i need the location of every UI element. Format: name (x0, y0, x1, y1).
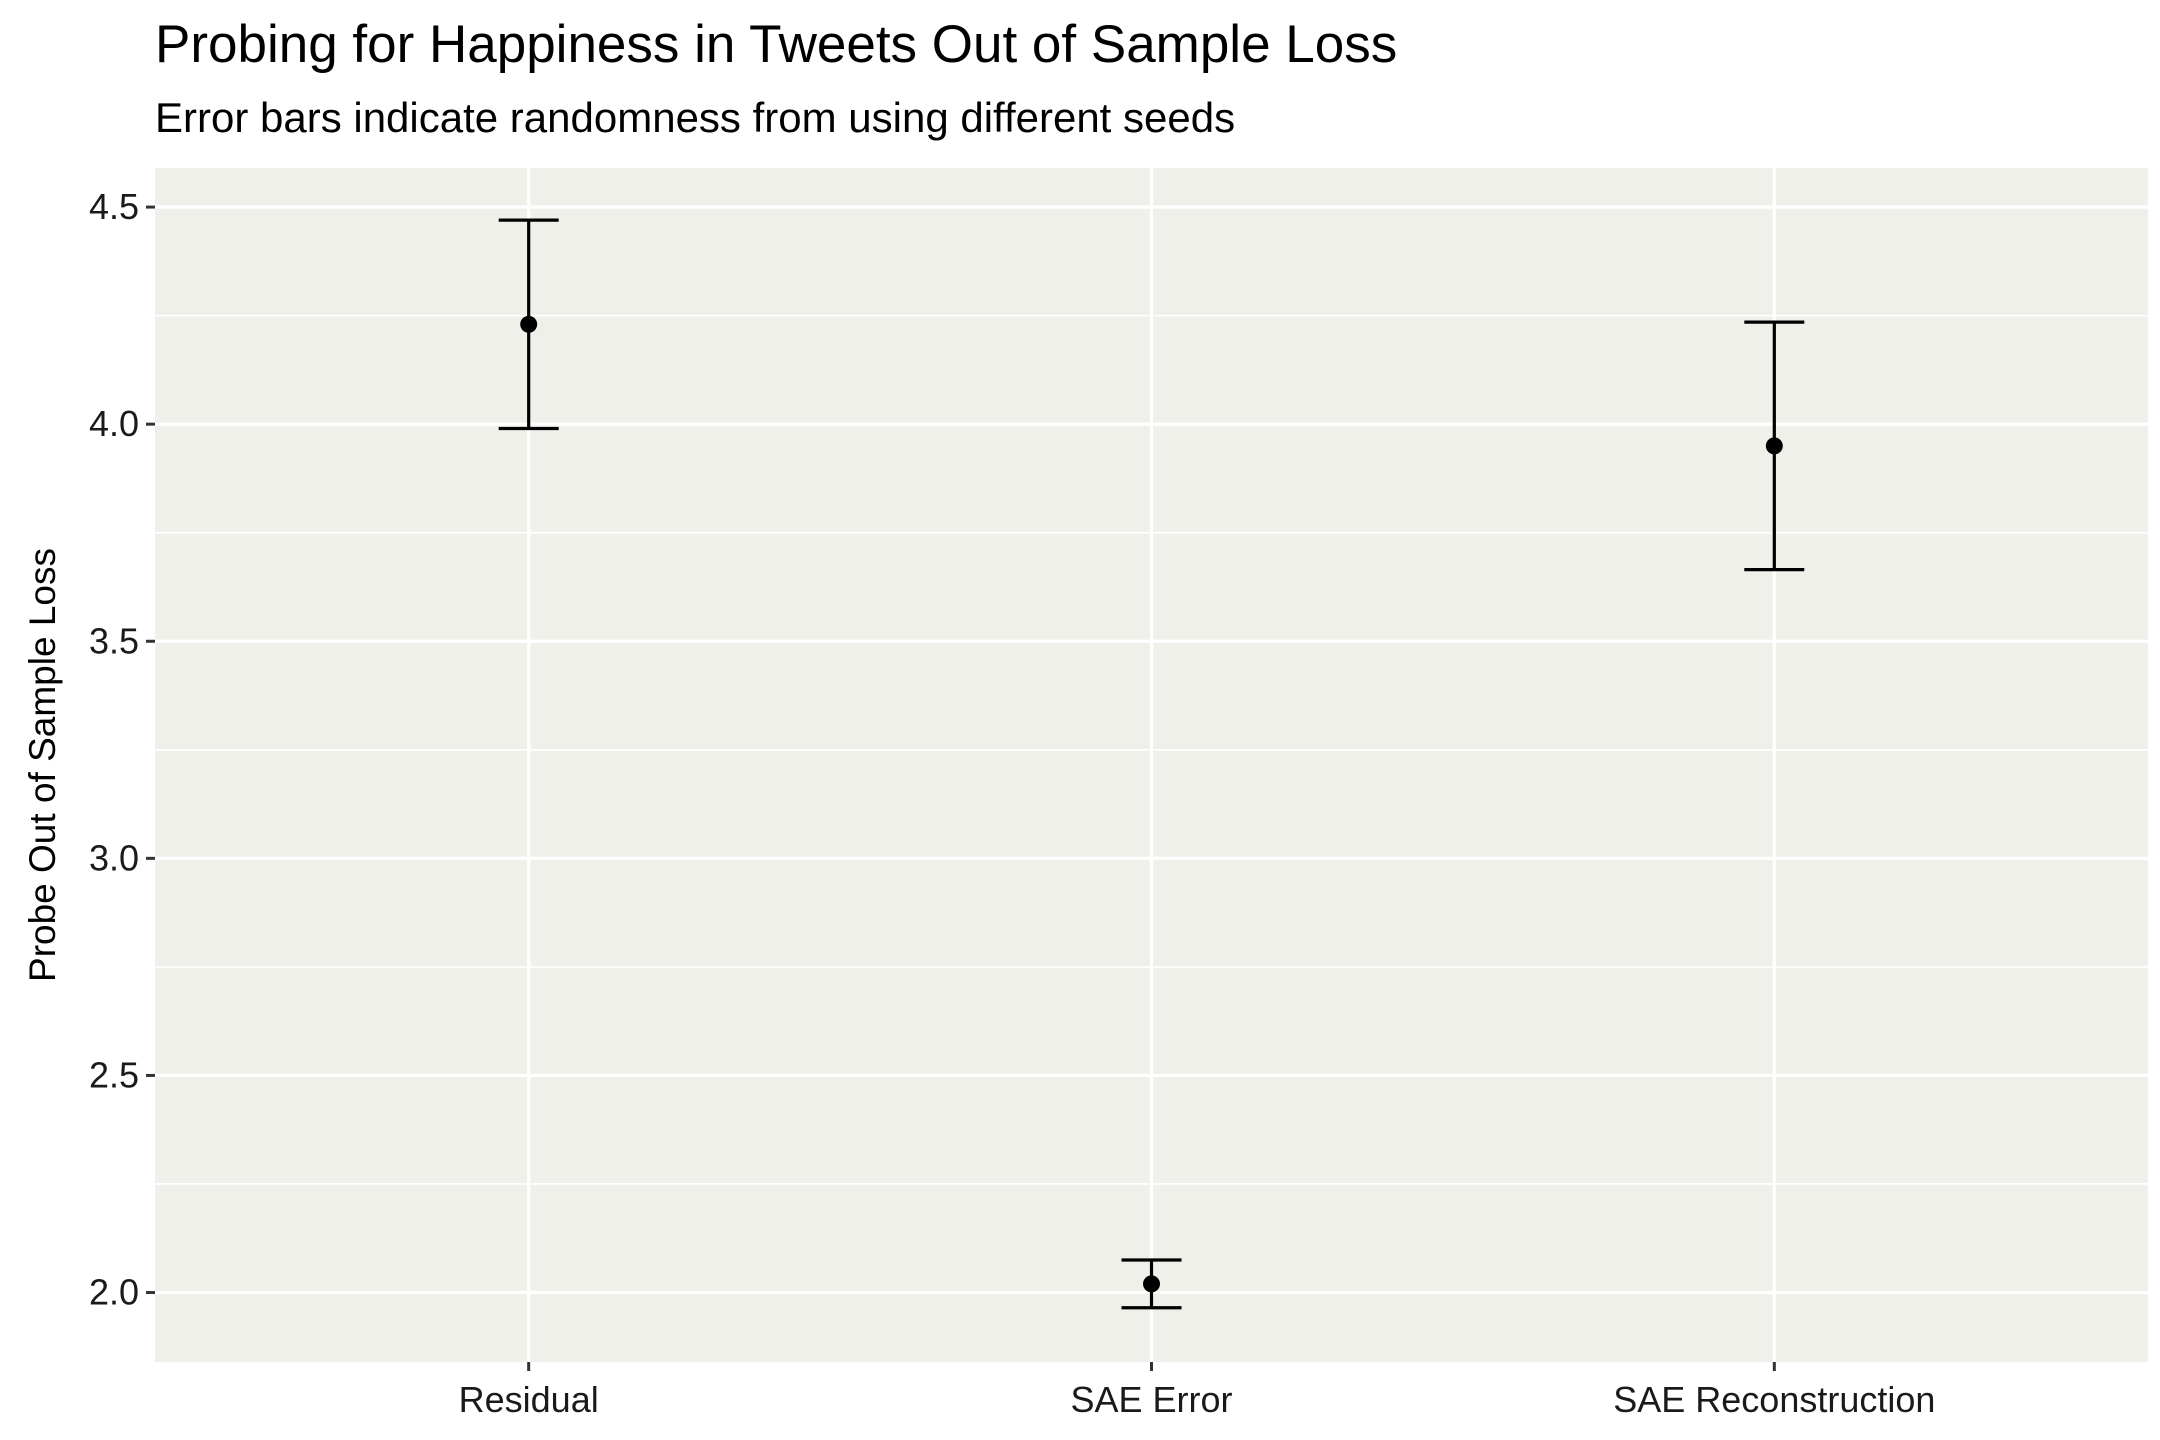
x-tick-label: Residual (459, 1379, 599, 1420)
data-point (1765, 437, 1783, 455)
y-axis: 2.0 2.5 3.0 3.5 4.0 4.5 (89, 186, 155, 1313)
data-point (1143, 1275, 1160, 1293)
y-tick-label: 3.5 (89, 620, 139, 661)
x-tick-label: SAE Reconstruction (1613, 1379, 1935, 1420)
y-tick-label: 3.0 (89, 837, 139, 878)
y-tick-label: 4.0 (89, 403, 139, 444)
data-point (520, 315, 538, 333)
x-tick-label: SAE Error (1070, 1379, 1232, 1420)
chart-marks (498, 218, 1805, 1310)
y-tick-label: 2.0 (89, 1272, 139, 1313)
chart-title: Probing for Happiness in Tweets Out of S… (155, 15, 1397, 74)
chart-subtitle: Error bars indicate randomness from usin… (155, 94, 1235, 141)
y-axis-title: Probe Out of Sample Loss (22, 548, 63, 982)
y-tick-label: 2.5 (89, 1054, 139, 1095)
x-axis: Residual SAE Error SAE Reconstruction (459, 1362, 1935, 1420)
y-tick-label: 4.5 (89, 186, 139, 227)
